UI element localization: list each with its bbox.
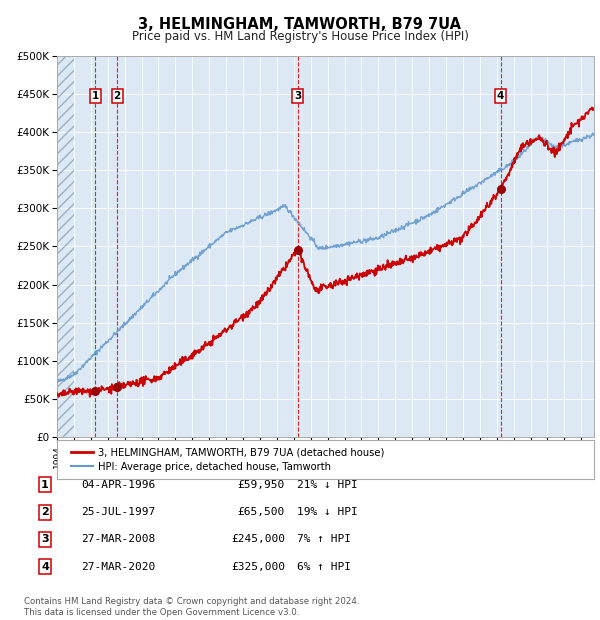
- Text: £59,950: £59,950: [238, 480, 285, 490]
- Text: 2: 2: [41, 507, 49, 517]
- Text: £325,000: £325,000: [231, 562, 285, 572]
- Text: 7% ↑ HPI: 7% ↑ HPI: [297, 534, 351, 544]
- Text: 21% ↓ HPI: 21% ↓ HPI: [297, 480, 358, 490]
- Text: 2: 2: [113, 91, 121, 101]
- Text: 4: 4: [497, 91, 505, 101]
- Text: £65,500: £65,500: [238, 507, 285, 517]
- Text: 25-JUL-1997: 25-JUL-1997: [81, 507, 155, 517]
- Text: 1: 1: [41, 480, 49, 490]
- Text: 4: 4: [41, 562, 49, 572]
- Text: Price paid vs. HM Land Registry's House Price Index (HPI): Price paid vs. HM Land Registry's House …: [131, 30, 469, 43]
- Text: 04-APR-1996: 04-APR-1996: [81, 480, 155, 490]
- Text: 3, HELMINGHAM, TAMWORTH, B79 7UA: 3, HELMINGHAM, TAMWORTH, B79 7UA: [139, 17, 461, 32]
- Text: 3: 3: [294, 91, 301, 101]
- Legend: 3, HELMINGHAM, TAMWORTH, B79 7UA (detached house), HPI: Average price, detached : 3, HELMINGHAM, TAMWORTH, B79 7UA (detach…: [67, 443, 389, 476]
- Text: Contains HM Land Registry data © Crown copyright and database right 2024.
This d: Contains HM Land Registry data © Crown c…: [24, 598, 359, 617]
- Text: £245,000: £245,000: [231, 534, 285, 544]
- Text: 27-MAR-2020: 27-MAR-2020: [81, 562, 155, 572]
- Text: 27-MAR-2008: 27-MAR-2008: [81, 534, 155, 544]
- Text: 19% ↓ HPI: 19% ↓ HPI: [297, 507, 358, 517]
- Text: 1: 1: [92, 91, 99, 101]
- Text: 3: 3: [41, 534, 49, 544]
- Text: 6% ↑ HPI: 6% ↑ HPI: [297, 562, 351, 572]
